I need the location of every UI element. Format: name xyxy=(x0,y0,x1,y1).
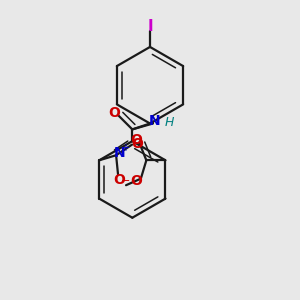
Text: −: − xyxy=(121,176,130,186)
Text: O: O xyxy=(131,137,143,151)
Text: O: O xyxy=(130,174,142,188)
Text: +: + xyxy=(122,143,130,153)
Text: I: I xyxy=(147,20,153,34)
Text: O: O xyxy=(113,172,125,187)
Text: O: O xyxy=(108,106,120,120)
Text: H: H xyxy=(164,116,174,128)
Text: O: O xyxy=(130,133,142,147)
Text: N: N xyxy=(148,114,160,128)
Text: N: N xyxy=(114,146,125,160)
